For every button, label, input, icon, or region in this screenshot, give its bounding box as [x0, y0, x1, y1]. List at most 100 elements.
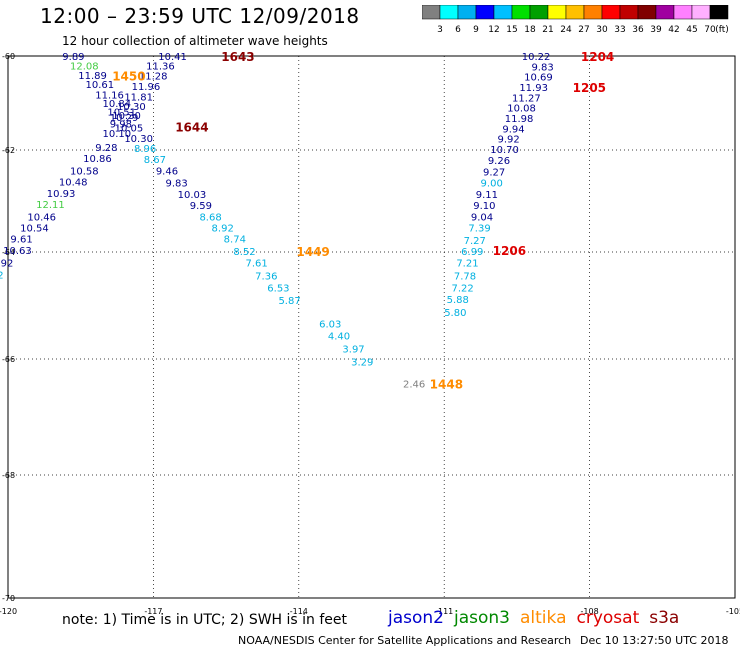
footer-timestamp: Dec 10 13:27:50 UTC 2018 [580, 634, 729, 647]
scale-label: 12 [488, 25, 499, 35]
wave-height-color-scale: 3 6 9 12 15 18 21 24 27 30 33 36 39 42 45 70 (ft) [422, 5, 729, 35]
wave-height-label: 8.68 [199, 212, 221, 223]
wave-height-label: 9.26 [488, 156, 510, 167]
wave-height-label: 8.92 [212, 224, 234, 235]
pass-time-label: 1449 [296, 245, 329, 259]
wave-height-label: 9.46 [156, 166, 178, 177]
footer-credit: NOAA/NESDIS Center for Satellite Applica… [238, 634, 572, 647]
scale-label: 39 [650, 25, 662, 35]
wave-height-label: 10.08 [507, 104, 536, 115]
wave-height-label: 7.39 [468, 224, 490, 235]
x-tick-label: -108 [581, 607, 599, 616]
wave-height-labels: 9.8912.0811.8910.6111.1610.8410.5110.299… [0, 52, 554, 390]
wave-height-label: 7.27 [464, 236, 486, 247]
wave-height-label: 11.36 [146, 61, 175, 72]
wave-height-label: 10.86 [83, 154, 112, 165]
scale-label: 24 [560, 25, 572, 35]
note-text: note: 1) Time is in UTC; 2) SWH is in fe… [62, 612, 348, 628]
wave-height-label: 12.08 [70, 61, 99, 72]
legend-jason2: jason2 [388, 608, 444, 628]
pass-time-label: 1206 [493, 244, 526, 258]
scale-label: 18 [524, 25, 536, 35]
wave-height-label: 6.53 [267, 283, 289, 294]
wave-height-label: 10.54 [20, 224, 49, 235]
wave-height-label: 10.22 [522, 52, 551, 63]
wave-height-label: 4.40 [328, 331, 350, 342]
wave-height-label: 10.10 [103, 129, 132, 140]
wave-height-label: 9.10 [473, 201, 495, 212]
wave-height-label: 9.92 [498, 135, 520, 146]
wave-height-label: 11.16 [95, 91, 124, 102]
wave-height-label: 3.29 [351, 357, 373, 368]
wave-height-label: 8.74 [224, 235, 246, 246]
wave-height-label: 7.52 [0, 270, 4, 281]
legend-s3a: s3a [649, 608, 680, 628]
pass-time-label: 1204 [581, 50, 614, 64]
wave-height-label: 10.63 [3, 246, 32, 257]
wave-height-label: 6.99 [461, 247, 483, 258]
wave-height-label: 5.80 [444, 308, 466, 319]
wave-height-label: 7.61 [245, 259, 267, 270]
wave-height-label: 10.69 [524, 73, 553, 84]
wave-height-label: 10.51 [107, 107, 136, 118]
wave-height-label: 9.59 [190, 201, 212, 212]
wave-height-label: 10.61 [86, 80, 115, 91]
page-title: 12:00 – 23:59 UTC 12/09/2018 [40, 4, 360, 28]
wave-height-label: 10.03 [178, 190, 207, 201]
wave-height-label: 3.97 [342, 344, 364, 355]
wave-height-label: 11.98 [505, 114, 534, 125]
wave-height-label: 7.21 [456, 259, 478, 270]
axis-tick-labels: -120 -117 -114 -111 -108 -105 -60 -62 -64 -66 -68 -… [0, 52, 740, 616]
wave-height-label: 7.36 [255, 272, 277, 283]
wave-height-label: 10.29 [110, 113, 139, 124]
wave-height-label: 9.27 [483, 167, 505, 178]
wave-height-label: 9.61 [10, 235, 32, 246]
map-grid [7, 55, 736, 599]
wave-height-label: 9.11 [476, 190, 498, 201]
scale-label: 21 [542, 25, 553, 35]
wave-height-label: 9.98 [110, 120, 132, 131]
wave-height-label: 9.83 [531, 62, 553, 73]
wave-height-label: 10.30 [124, 134, 153, 145]
scale-label: 9 [473, 25, 479, 35]
scale-label: 45 [686, 25, 697, 35]
wave-height-label: 10.30 [112, 111, 141, 122]
x-tick-label: -117 [144, 607, 162, 616]
wave-height-label: 11.28 [139, 72, 168, 83]
wave-height-label: 7.22 [451, 283, 473, 294]
wave-height-label: 8.67 [144, 155, 166, 166]
y-tick-label: -62 [2, 146, 15, 155]
scale-label: 33 [614, 25, 625, 35]
y-tick-label: -70 [2, 594, 15, 603]
page-subtitle: 12 hour collection of altimeter wave hei… [62, 34, 328, 48]
wave-height-label: 9.00 [481, 179, 503, 190]
pass-time-label: 1643 [221, 50, 254, 64]
wave-height-label: 11.93 [519, 83, 548, 94]
x-tick-label: -105 [726, 607, 740, 616]
pass-time-label: 1448 [430, 377, 463, 391]
satellite-legend: jason2 jason3 altika cryosat s3a [388, 608, 689, 628]
wave-height-label: 5.87 [278, 296, 300, 307]
wave-height-label: 8.52 [233, 247, 255, 258]
wave-height-label: 12.11 [36, 200, 65, 211]
scale-label: 6 [455, 25, 461, 35]
scale-label: (ft) [715, 25, 729, 35]
legend-jason3: jason3 [454, 608, 510, 628]
wave-height-label: 9.28 [95, 143, 117, 154]
scale-label: 15 [506, 25, 517, 35]
pass-time-label: 1205 [573, 81, 606, 95]
wave-height-label: 10.30 [117, 102, 146, 113]
wave-height-label: 7.78 [454, 272, 476, 283]
wave-height-label: 11.89 [78, 71, 107, 82]
wave-height-label: 10.05 [115, 123, 144, 134]
wave-height-label: 2.46 [403, 379, 425, 390]
scale-label: 42 [668, 25, 679, 35]
pass-time-labels: 1643 1450 1644 1449 1448 1204 1205 1206 [112, 50, 614, 391]
wave-height-label: 11.27 [512, 93, 541, 104]
wave-height-label: 10.93 [47, 189, 76, 200]
wave-height-label: 10.46 [27, 212, 56, 223]
scale-swatch [709, 5, 729, 20]
scale-label: 3 [437, 25, 443, 35]
wave-height-label: 10.48 [59, 178, 88, 189]
